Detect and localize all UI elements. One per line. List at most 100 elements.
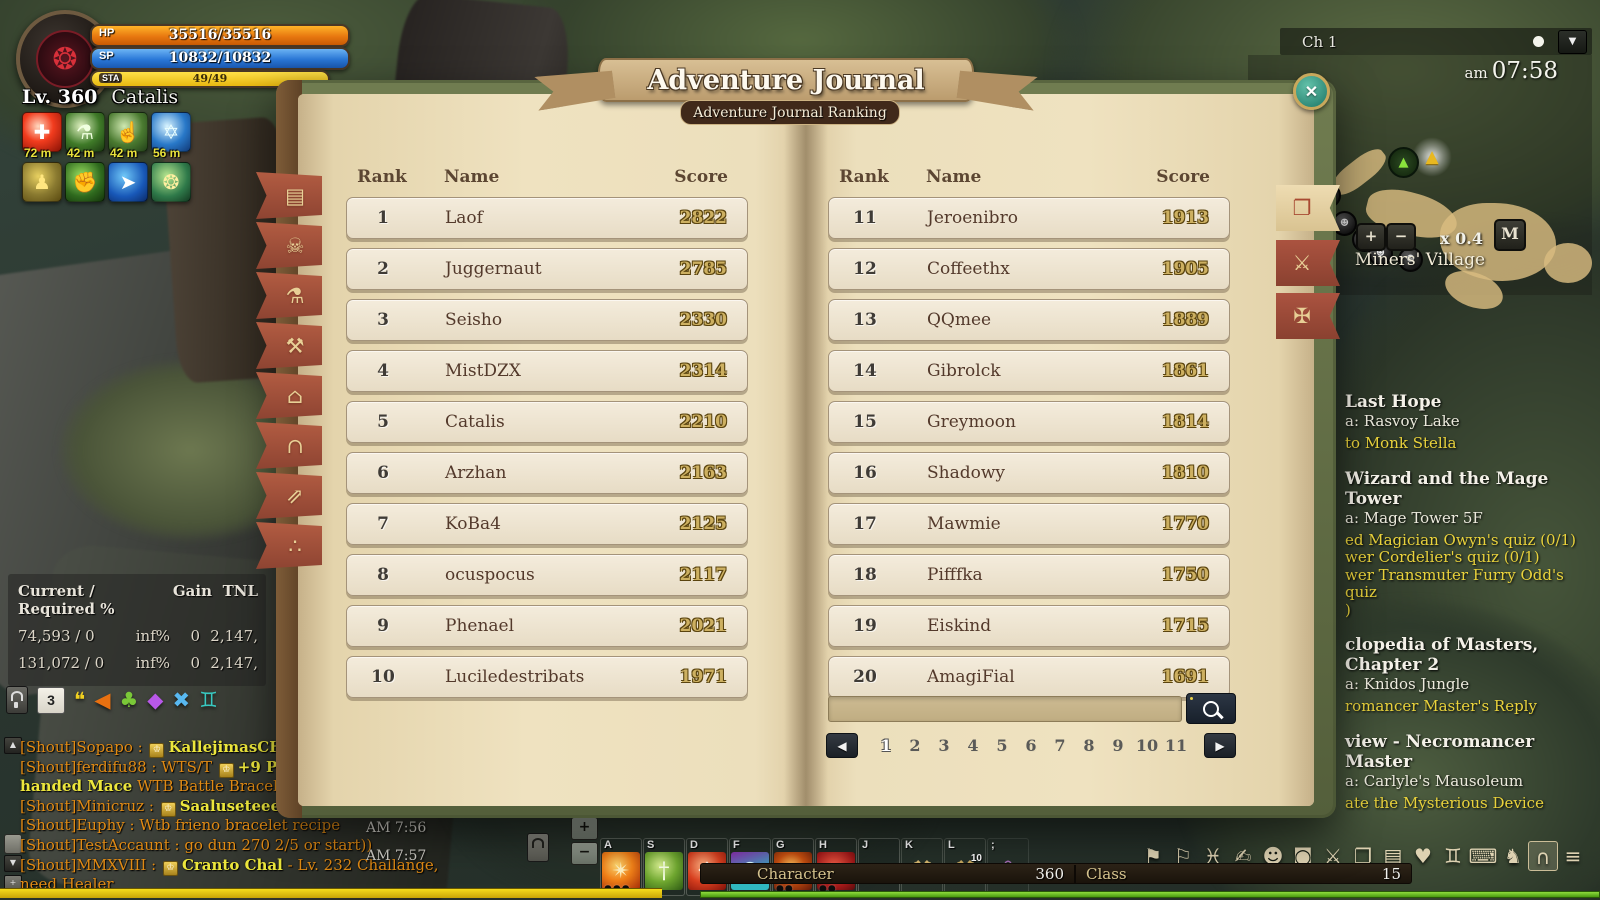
sidebar-tab-craft[interactable]: ⚒ (256, 322, 322, 369)
table-row[interactable]: 20 AmagiFial 1691 (828, 656, 1230, 698)
scroll-down-button[interactable]: ▼ (4, 855, 22, 872)
blessing-buff-icon[interactable]: ☝ (108, 112, 148, 152)
table-row[interactable]: 9 Phenael 2021 (346, 605, 748, 647)
social-icon[interactable]: ♥ (1414, 844, 1432, 868)
menu-icon[interactable]: ≡ (1564, 844, 1582, 868)
table-row[interactable]: 10 Luciledestribats 1971 (346, 656, 748, 698)
table-row[interactable]: 1 Laof 2822 (346, 197, 748, 239)
chat-bubble-icon[interactable]: ❝ (74, 688, 86, 712)
strength-buff-icon[interactable]: ✊ (65, 162, 105, 202)
page-number[interactable]: 5 (996, 736, 1008, 755)
battle-icon[interactable]: ⚔ (1324, 844, 1342, 868)
next-page-button[interactable]: ▶ (1204, 733, 1236, 758)
ribbon-chat-icon[interactable]: ✖ (172, 688, 191, 712)
character-info-icon[interactable]: ☻ (1262, 844, 1284, 868)
scroll-up-button[interactable]: ▲ (4, 737, 22, 754)
goddess-statue-icon[interactable]: ∩ (1528, 841, 1558, 871)
sidebar-tab-item[interactable]: ⚗ (256, 272, 322, 319)
chat-lock-icon[interactable] (6, 686, 28, 714)
game-clock: am 07:58 (1400, 58, 1558, 84)
inventory-icon[interactable]: ◙ (1293, 844, 1313, 868)
table-row[interactable]: 12 Coffeethx 1905 (828, 248, 1230, 290)
hotbar-slot[interactable]: S † (643, 838, 685, 896)
companion-icon[interactable]: ♞ (1504, 844, 1522, 868)
sidebar-tab-journal[interactable]: ▤ (256, 172, 322, 219)
hotbar-lock-icon[interactable] (527, 833, 549, 862)
table-row[interactable]: 7 KoBa4 2125 (346, 503, 748, 545)
search-button[interactable] (1186, 693, 1236, 724)
table-row[interactable]: 6 Arzhan 2163 (346, 452, 748, 494)
tab-battle[interactable]: ⚔ (1276, 240, 1340, 286)
page-number[interactable]: 7 (1054, 736, 1066, 755)
table-row[interactable]: 13 QQmee 1889 (828, 299, 1230, 341)
sidebar-tab-goddess[interactable]: ∩ (256, 422, 322, 469)
table-row[interactable]: 15 Greymoon 1814 (828, 401, 1230, 443)
prev-page-button[interactable]: ◀ (826, 733, 858, 758)
hp-value: 35516/35516 (168, 27, 272, 43)
hotbar-add-button[interactable]: + (571, 817, 598, 840)
page-number[interactable]: 9 (1112, 736, 1124, 755)
table-row[interactable]: 2 Juggernaut 2785 (346, 248, 748, 290)
nature-buff-icon[interactable]: ❂ (151, 162, 191, 202)
skills-icon[interactable]: ▤ (1383, 844, 1403, 868)
hotbar-remove-button[interactable]: − (571, 842, 598, 865)
table-header: Rank Name Score (839, 167, 1210, 187)
minimap-zoom-in-button[interactable]: + (1356, 223, 1386, 251)
party-buff-icon[interactable]: ♟ (22, 162, 62, 202)
page-number[interactable]: 8 (1083, 736, 1095, 755)
sidebar-tab-map[interactable]: ⌂ (256, 372, 322, 419)
tab-ranking[interactable]: ❐ (1276, 185, 1340, 231)
shortcuts-icon[interactable]: ⌨ (1468, 844, 1498, 868)
page-number[interactable]: 1 (880, 736, 892, 755)
guild-icon[interactable]: ⚑ (1144, 844, 1162, 868)
page-number[interactable]: 4 (967, 736, 979, 755)
table-row[interactable]: 16 Shadowy 1810 (828, 452, 1230, 494)
page-number[interactable]: 11 (1164, 736, 1188, 755)
table-row[interactable]: 3 Seisho 2330 (346, 299, 748, 341)
table-row[interactable]: 4 MistDZX 2314 (346, 350, 748, 392)
table-row[interactable]: 14 Gibrolck 1861 (828, 350, 1230, 392)
sidebar-tab-monster[interactable]: ☠ (256, 222, 322, 269)
world-map-button[interactable]: M (1494, 219, 1526, 251)
quest-objective: romancer Master's Reply (1345, 697, 1537, 715)
signboard-icon[interactable]: ⚐ (1174, 844, 1192, 868)
page-number[interactable]: 6 (1025, 736, 1037, 755)
haste-buff-icon[interactable]: ➤ (108, 162, 148, 202)
quest-log-icon[interactable]: ✍ (1234, 844, 1252, 868)
table-row[interactable]: 8 ocuspocus 2117 (346, 554, 748, 596)
table-row[interactable]: 5 Catalis 2210 (346, 401, 748, 443)
ranking-tab-icon: ❐ (1292, 196, 1312, 220)
tab-guard[interactable]: ✠ (1276, 293, 1340, 339)
guild-chat-icon[interactable]: ◆ (147, 688, 164, 712)
megaphone-icon[interactable]: ◀ (94, 688, 111, 712)
duo-chat-icon[interactable]: ♊ (199, 688, 218, 712)
heal-buff-icon[interactable]: ✚ (22, 112, 62, 152)
fishing-icon[interactable]: ♓ (1204, 844, 1222, 868)
page-number[interactable]: 2 (909, 736, 921, 755)
sidebar-tab-exploration[interactable]: ∴ (256, 522, 322, 569)
channel-dropdown-button[interactable]: ▼ (1558, 29, 1587, 54)
party-chat-icon[interactable]: ♣ (119, 688, 139, 712)
chat-channel-number[interactable]: 3 (37, 686, 65, 714)
sidebar-tab-stats[interactable]: ⇗ (256, 472, 322, 519)
page-number[interactable]: 3 (938, 736, 950, 755)
scrollbar-thumb[interactable] (4, 834, 22, 854)
hotbar-slot[interactable]: A ✴ ●●● (600, 838, 642, 896)
sacrament-buff-icon[interactable]: ✡ (151, 112, 191, 152)
close-button[interactable]: ✕ (1293, 73, 1330, 110)
potion-buff-icon[interactable]: ⚗ (65, 112, 105, 152)
quest-tracker[interactable]: Last Hope a: Rasvoy Lake to Monk Stella … (1345, 392, 1595, 812)
table-row[interactable]: 11 Jeroenibro 1913 (828, 197, 1230, 239)
table-row[interactable]: 18 Pifffka 1750 (828, 554, 1230, 596)
table-row[interactable]: 17 Mawmie 1770 (828, 503, 1230, 545)
party-icon[interactable]: ♊ (1444, 844, 1462, 868)
chat-log[interactable]: [Shout]Sopapo : ♔KallejimasCH 5 min [Sho… (20, 738, 700, 895)
table-row[interactable]: 19 Eiskind 1715 (828, 605, 1230, 647)
guard-tab-icon: ✠ (1293, 304, 1311, 328)
page-number[interactable]: 10 (1135, 736, 1159, 755)
search-input[interactable] (828, 696, 1182, 722)
channel-label: Ch 1 (1302, 32, 1338, 51)
minimap-zoom-out-button[interactable]: − (1386, 223, 1416, 251)
adventure-journal-icon[interactable]: ❐ (1354, 844, 1372, 868)
